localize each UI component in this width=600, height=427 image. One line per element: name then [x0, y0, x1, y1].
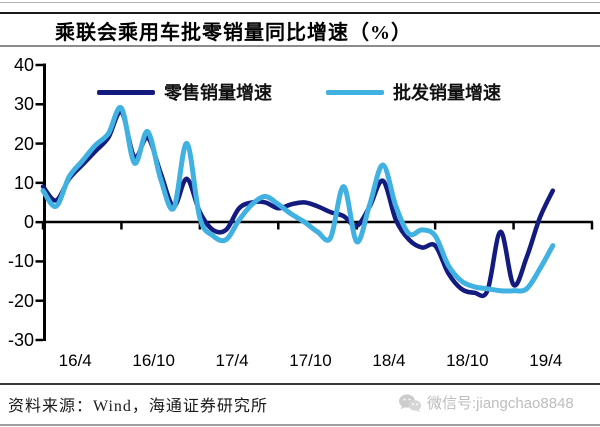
y-tick-label: -20: [7, 290, 34, 311]
bottom-border-line: [0, 424, 600, 426]
x-tick-label: 16/10: [132, 351, 175, 370]
wechat-watermark: 微信号:jiangchao8848: [398, 392, 574, 413]
page-title: 乘联会乘用车批零销量同比增速（%）: [55, 22, 412, 44]
title-top-rule: [0, 12, 600, 14]
top-border-line: [0, 2, 600, 3]
chart-legend: 零售销量增速 批发销量增速: [97, 79, 501, 105]
retail-series-line: [40, 109, 556, 299]
y-tick-label: -10: [7, 251, 34, 272]
x-tick-label: 17/10: [289, 351, 332, 370]
wholesale-series-line: [40, 105, 556, 294]
x-tick-label: 18/10: [446, 351, 489, 370]
x-tick-label: 16/4: [58, 351, 92, 370]
y-tick-label: -30: [7, 329, 34, 350]
y-tick-label: 10: [13, 172, 34, 193]
y-tick-label: 40: [13, 55, 34, 75]
legend-label-wholesale: 批发销量增速: [393, 83, 501, 103]
x-tick-label: 18/4: [372, 351, 406, 370]
data-source-text: 资料来源：Wind，海通证券研究所: [8, 398, 268, 415]
title-bottom-rule: [0, 45, 600, 47]
y-tick-label: 30: [13, 94, 34, 115]
legend-label-retail: 零售销量增速: [164, 83, 272, 103]
x-tick-label: 19/4: [529, 351, 563, 370]
wholesale-line-swatch: [326, 89, 384, 95]
wechat-id-text: 微信号:jiangchao8848: [427, 395, 574, 412]
footer-top-rule: [0, 383, 600, 385]
x-tick-label: 17/4: [215, 351, 249, 370]
wechat-icon: [399, 393, 422, 412]
legend-spacer: [281, 92, 317, 93]
retail-line-swatch: [97, 89, 155, 95]
y-tick-label: 0: [23, 212, 34, 233]
y-tick-label: 20: [13, 133, 34, 154]
